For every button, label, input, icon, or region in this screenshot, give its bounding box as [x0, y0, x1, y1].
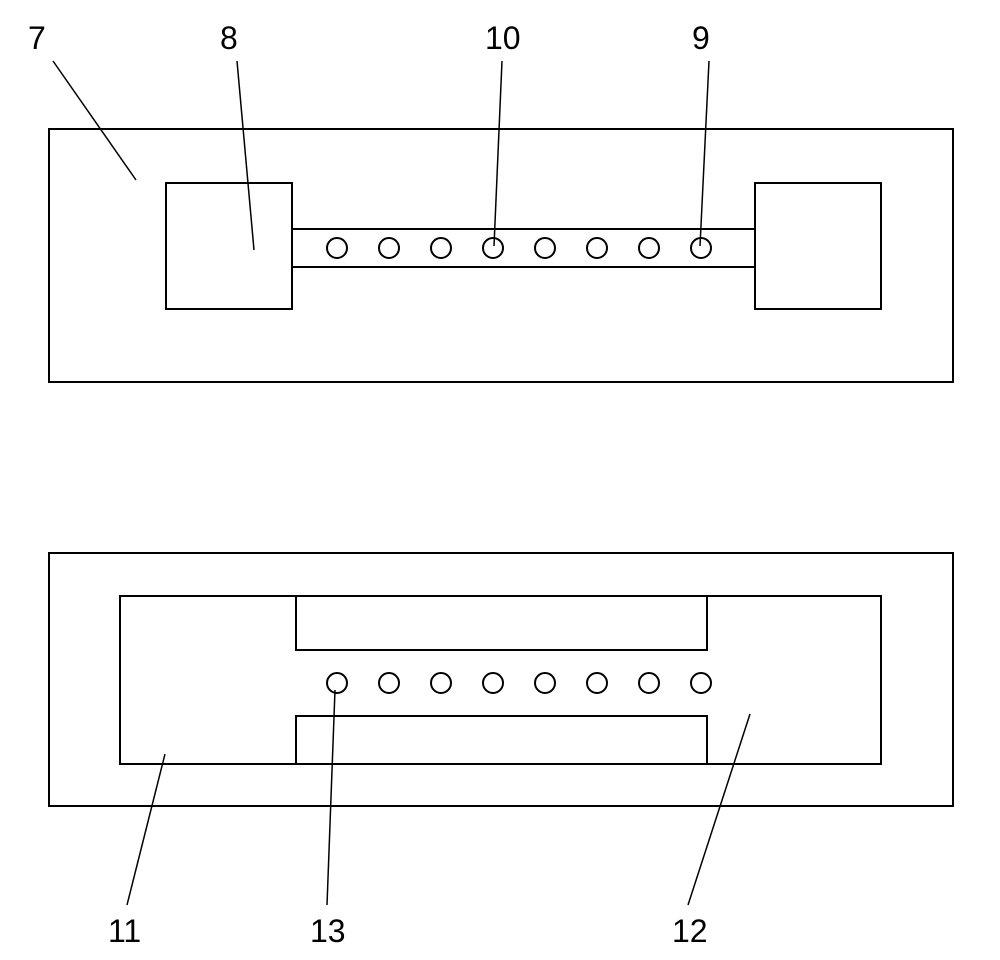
label-7: 7 [28, 20, 46, 57]
label-10: 10 [485, 20, 521, 57]
label-8: 8 [220, 20, 238, 57]
top-circle [378, 237, 400, 259]
top-circle [638, 237, 660, 259]
top-circle [534, 237, 556, 259]
top-circle [482, 237, 504, 259]
bottom-circle [378, 672, 400, 694]
top-channel [291, 228, 756, 268]
label-12: 12 [672, 913, 708, 950]
bottom-circle [690, 672, 712, 694]
bottom-circle [586, 672, 608, 694]
top-circle [586, 237, 608, 259]
bottom-circle [326, 672, 348, 694]
top-right-square [754, 182, 882, 310]
bottom-circle [534, 672, 556, 694]
top-circle [326, 237, 348, 259]
label-11: 11 [108, 913, 141, 950]
label-13: 13 [310, 913, 346, 950]
bottom-circle [430, 672, 452, 694]
bottom-circle [482, 672, 504, 694]
top-circle [430, 237, 452, 259]
top-circle [690, 237, 712, 259]
top-left-square [165, 182, 293, 310]
label-9: 9 [692, 20, 710, 57]
bottom-circle [638, 672, 660, 694]
